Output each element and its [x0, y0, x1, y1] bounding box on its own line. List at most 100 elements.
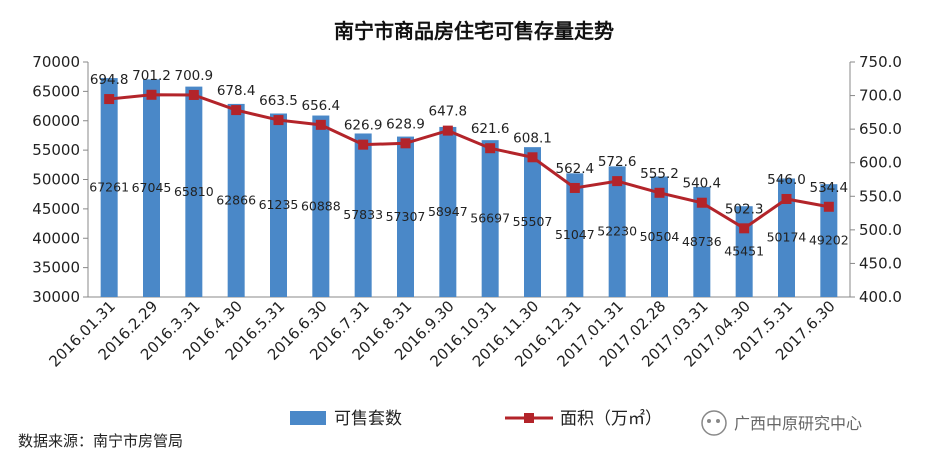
bar-value-label: 51047	[555, 227, 595, 242]
bar-value-label: 67045	[132, 180, 172, 195]
bar	[524, 147, 541, 297]
bar	[566, 173, 584, 297]
line-point	[188, 89, 199, 100]
line-point	[527, 152, 538, 163]
bar	[227, 103, 245, 297]
wechat-icon	[701, 410, 727, 436]
right-tick-label: 750.0	[859, 53, 902, 71]
line-value-label: 540.4	[683, 176, 722, 192]
legend-line-label: 面积（万㎡）	[560, 409, 662, 429]
line-point	[739, 223, 750, 234]
line-point	[442, 125, 453, 136]
wechat-icon-eye-right	[716, 419, 720, 423]
right-tick-label: 650.0	[859, 120, 902, 138]
bar	[143, 79, 160, 297]
line-value-label: 534.4	[810, 180, 849, 196]
line-point	[823, 201, 834, 212]
source-note: 数据来源：南宁市房管局	[18, 432, 183, 450]
left-tick-label: 35000	[32, 259, 80, 277]
bar	[100, 78, 118, 298]
bar-value-label: 45451	[724, 244, 764, 259]
legend-bar-label: 可售套数	[334, 409, 402, 429]
line-point	[612, 176, 623, 187]
bar-value-label: 67261	[89, 180, 129, 195]
line-point	[104, 94, 115, 105]
left-tick-label: 50000	[32, 171, 80, 189]
bar-value-label: 50504	[640, 229, 680, 244]
line-value-label: 572.6	[598, 154, 637, 170]
line-value-label: 663.5	[259, 93, 298, 109]
left-tick-label: 70000	[32, 53, 80, 71]
bar-value-label: 58947	[428, 204, 468, 219]
bar-value-label: 60888	[301, 198, 341, 213]
left-tick-label: 40000	[32, 229, 80, 247]
bar-value-label: 62866	[216, 192, 256, 207]
line-value-label: 621.6	[471, 121, 510, 137]
right-tick-label: 400.0	[859, 288, 902, 306]
legend-bar-swatch	[290, 411, 326, 425]
line-point	[696, 197, 707, 208]
line-value-label: 502.3	[725, 201, 764, 217]
bar	[270, 113, 287, 297]
line-point	[146, 89, 157, 100]
line-point	[400, 138, 411, 149]
line-value-label: 608.1	[513, 130, 552, 146]
bar-value-label: 55507	[513, 214, 553, 229]
right-tick-label: 700.0	[859, 87, 902, 105]
bar	[693, 186, 711, 297]
bar	[312, 115, 330, 298]
bar-value-label: 52230	[597, 224, 637, 239]
left-tick-label: 30000	[32, 288, 80, 306]
bar-value-label: 65810	[174, 184, 214, 199]
line-value-label: 656.4	[302, 98, 341, 114]
area-line	[104, 89, 834, 234]
line-value-label: 628.9	[386, 116, 425, 132]
bar	[608, 166, 626, 297]
left-tick-label: 60000	[32, 112, 80, 130]
bar-value-label: 61235	[259, 197, 299, 212]
right-tick-label: 500.0	[859, 221, 902, 239]
bar	[439, 126, 457, 298]
bar	[820, 184, 838, 297]
bar-value-label: 56697	[470, 211, 510, 226]
axes: 30000 35000 40000 45000 50000 55000 60000 65000…	[32, 53, 902, 306]
line-value-label: 626.9	[344, 118, 383, 134]
watermark-text: 广西中原研究中心	[734, 414, 862, 433]
bar-value-label: 48736	[682, 234, 722, 249]
bar	[778, 178, 795, 297]
line-value-label: 694.8	[90, 72, 129, 88]
line-value-label: 700.9	[175, 68, 214, 84]
line-point	[654, 187, 665, 198]
line-point	[485, 143, 496, 154]
right-tick-label: 600.0	[859, 154, 902, 172]
bar-value-label: 50174	[767, 230, 807, 245]
bar	[185, 86, 203, 298]
chart-title: 南宁市商品房住宅可售存量走势	[334, 19, 614, 43]
watermark: 广西中原研究中心	[701, 410, 862, 436]
series-line	[109, 93, 830, 231]
bar-value-label: 49202	[809, 233, 849, 248]
line-value-label: 562.4	[556, 161, 595, 177]
left-tick-label: 55000	[32, 141, 80, 159]
right-tick-label: 450.0	[859, 254, 902, 272]
category-labels: 2016.01.312016.2.292016.3.312016.4.30201…	[46, 297, 839, 370]
bars	[100, 78, 838, 298]
bar	[651, 176, 668, 297]
line-value-label: 701.2	[132, 68, 171, 84]
legend-line-marker	[524, 413, 534, 423]
line-point	[781, 193, 792, 204]
line-point	[569, 182, 580, 193]
line-value-label: 647.8	[429, 104, 468, 120]
line-value-label: 555.2	[640, 166, 679, 182]
legend: 可售套数 面积（万㎡）	[290, 409, 662, 429]
line-point	[273, 115, 284, 126]
bar-value-label: 57833	[343, 207, 383, 222]
line-point	[315, 119, 326, 130]
left-tick-label: 65000	[32, 82, 80, 100]
line-point	[231, 105, 242, 116]
bar	[397, 136, 414, 297]
